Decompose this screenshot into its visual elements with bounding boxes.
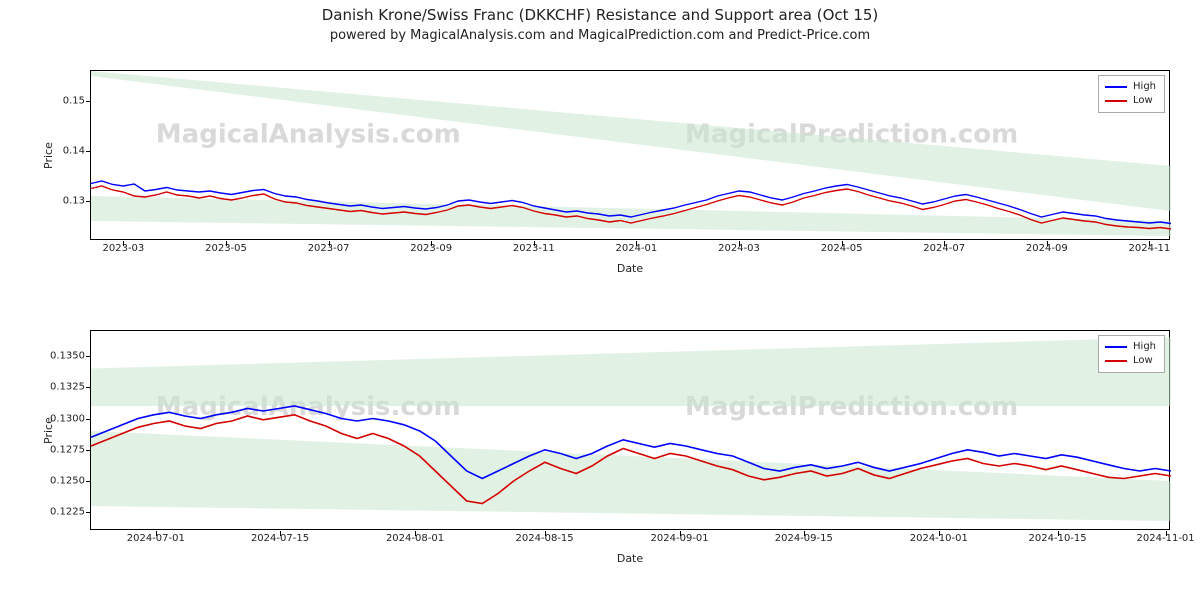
x-tick-mark xyxy=(1058,531,1059,536)
y-tick-mark xyxy=(86,450,91,451)
y-axis-label-bottom: Price xyxy=(42,417,55,444)
y-tick-mark xyxy=(86,419,91,420)
x-tick-mark xyxy=(944,241,945,246)
y-tick-mark xyxy=(86,356,91,357)
legend-item-low: Low xyxy=(1105,354,1156,368)
legend-swatch-high xyxy=(1105,86,1127,88)
x-tick-mark xyxy=(739,241,740,246)
x-axis-label-top: Date xyxy=(90,262,1170,275)
legend-swatch-high xyxy=(1105,346,1127,348)
x-tick-mark xyxy=(1047,241,1048,246)
support-resistance-band xyxy=(91,196,1171,236)
y-tick-mark xyxy=(86,151,91,152)
figure: Danish Krone/Swiss Franc (DKKCHF) Resist… xyxy=(0,0,1200,600)
legend-label-low: Low xyxy=(1133,354,1153,368)
y-tick-mark xyxy=(86,101,91,102)
x-tick-mark xyxy=(842,241,843,246)
price-panel-top: MagicalAnalysis.comMagicalPrediction.com… xyxy=(90,70,1170,240)
legend-item-high: High xyxy=(1105,80,1156,94)
x-axis-label-bottom: Date xyxy=(90,552,1170,565)
y-tick-label: 0.1325 xyxy=(50,382,91,393)
legend-top: High Low xyxy=(1098,75,1165,113)
x-tick-mark xyxy=(1166,531,1167,536)
support-resistance-band xyxy=(91,431,1171,521)
legend-bottom: High Low xyxy=(1098,335,1165,373)
x-tick-mark xyxy=(680,531,681,536)
legend-label-high: High xyxy=(1133,340,1156,354)
legend-swatch-low xyxy=(1105,360,1127,362)
x-tick-mark xyxy=(534,241,535,246)
x-tick-mark xyxy=(1149,241,1150,246)
y-axis-label-top: Price xyxy=(42,142,55,169)
y-tick-mark xyxy=(86,481,91,482)
watermark-text: MagicalAnalysis.com xyxy=(156,119,461,149)
legend-item-high: High xyxy=(1105,340,1156,354)
y-tick-label: 0.1250 xyxy=(50,476,91,487)
y-tick-label: 0.1275 xyxy=(50,444,91,455)
support-resistance-band xyxy=(91,337,1171,406)
x-tick-mark xyxy=(545,531,546,536)
y-tick-mark xyxy=(86,201,91,202)
x-tick-mark xyxy=(226,241,227,246)
x-tick-mark xyxy=(329,241,330,246)
x-tick-mark xyxy=(804,531,805,536)
y-tick-mark xyxy=(86,512,91,513)
price-panel-bottom: MagicalAnalysis.comMagicalPrediction.com… xyxy=(90,330,1170,530)
legend-label-low: Low xyxy=(1133,94,1153,108)
x-tick-mark xyxy=(939,531,940,536)
legend-label-high: High xyxy=(1133,80,1156,94)
legend-item-low: Low xyxy=(1105,94,1156,108)
y-tick-label: 0.1225 xyxy=(50,507,91,518)
x-tick-mark xyxy=(156,531,157,536)
y-tick-label: 0.1350 xyxy=(50,351,91,362)
x-tick-mark xyxy=(415,531,416,536)
legend-swatch-low xyxy=(1105,100,1127,102)
chart-title: Danish Krone/Swiss Franc (DKKCHF) Resist… xyxy=(0,6,1200,24)
y-tick-mark xyxy=(86,387,91,388)
plot-svg-bottom: MagicalAnalysis.comMagicalPrediction.com xyxy=(91,331,1171,531)
x-tick-mark xyxy=(280,531,281,536)
x-tick-mark xyxy=(123,241,124,246)
plot-svg-top: MagicalAnalysis.comMagicalPrediction.com xyxy=(91,71,1171,241)
x-tick-mark xyxy=(431,241,432,246)
y-tick-label: 0.1300 xyxy=(50,413,91,424)
chart-subtitle: powered by MagicalAnalysis.com and Magic… xyxy=(0,28,1200,43)
x-tick-mark xyxy=(636,241,637,246)
